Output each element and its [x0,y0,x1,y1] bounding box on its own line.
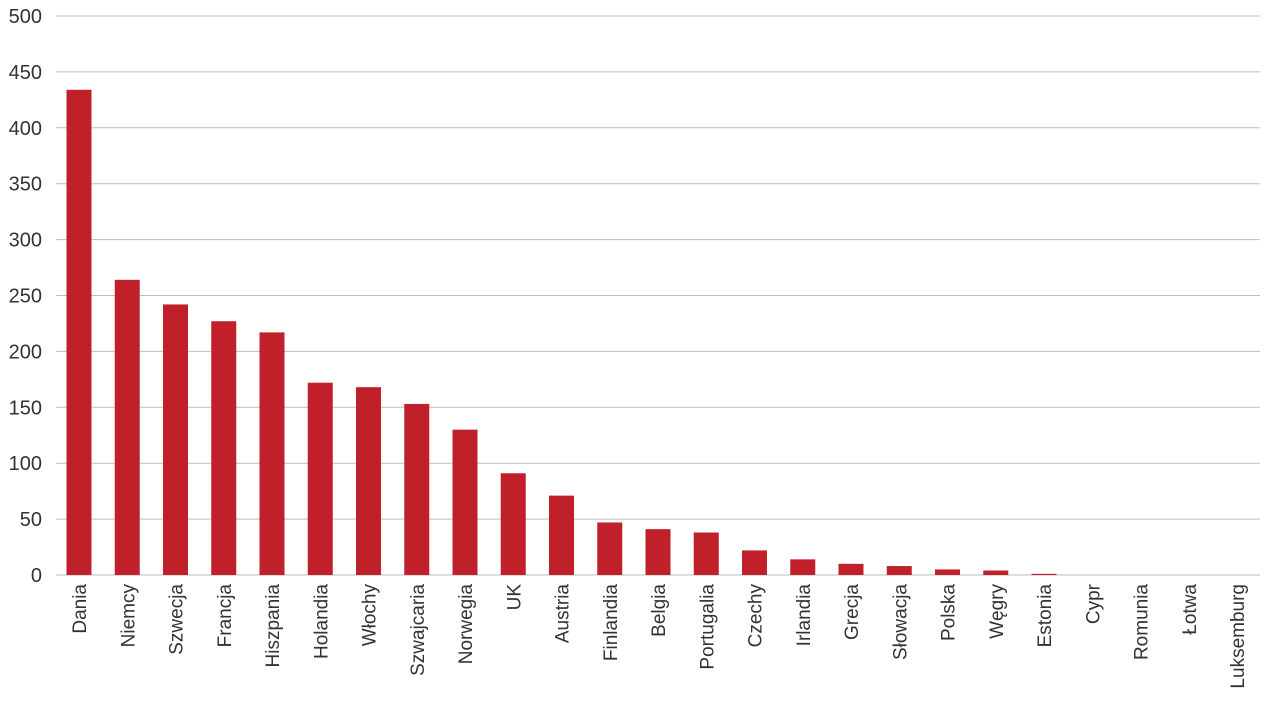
x-category-label: Finlandia [601,584,622,662]
bar-12 [597,522,623,575]
x-category-label: Portugalia [697,584,718,670]
bar-8 [404,403,430,575]
x-category-label: Słowacja [890,584,911,660]
y-tick-label: 100 [9,453,42,475]
x-category-label: Cypr [1083,583,1104,624]
y-tick-label: 400 [9,118,42,140]
bar-3 [163,304,188,575]
bar-1 [66,89,92,576]
bar-13 [645,529,671,575]
bar-19 [935,569,960,575]
bar-10 [500,473,526,575]
y-tick-label: 50 [20,509,42,531]
x-category-label: Francja [215,584,236,648]
bar-6 [307,382,333,575]
bar-9 [452,429,478,575]
x-category-label: Luksemburg [1228,584,1249,689]
x-category-label: Belgia [649,584,670,637]
y-tick-label: 300 [9,230,42,252]
y-tick-label: 250 [9,286,42,308]
bar-14 [693,532,719,575]
x-category-label: Romunia [1132,584,1153,660]
grid-layer [56,15,1260,576]
bar-15 [742,550,767,575]
bar-2 [114,279,140,575]
y-tick-label: 500 [9,6,42,28]
bar-7 [356,387,381,575]
y-tick-label: 200 [9,341,42,363]
x-category-label: Polska [939,584,960,641]
y-tick-label: 150 [9,397,42,419]
x-category-label: Dania [70,584,91,634]
x-category-label: Szwajcaria [408,584,429,676]
x-category-label: Czechy [746,584,767,648]
bars [66,89,1057,576]
bar-17 [838,563,864,575]
x-category-label: Norwegia [456,584,477,665]
x-category-label: Łotwa [1180,584,1201,635]
bar-21 [1031,573,1057,575]
x-category-label: Irlandia [794,584,815,647]
bar-16 [790,559,816,575]
y-tick-label: 0 [31,565,42,587]
y-axis-ticks: 0 50 100 150 200 250 300 350 400 450 500 [9,6,42,587]
x-category-label: Grecja [842,584,863,640]
y-tick-label: 350 [9,174,42,196]
x-category-label: Austria [553,584,574,644]
x-category-label: Węgry [987,584,1008,639]
x-category-label: Hiszpania [263,584,284,668]
x-category-label: Szwecja [167,584,188,655]
x-category-label: Niemcy [118,584,139,648]
bar-5 [259,332,285,575]
bar-18 [886,566,912,575]
x-category-label: UK [504,584,525,611]
x-category-label: Włochy [360,584,381,647]
x-axis-labels: Dania Niemcy Szwecja Francja Hiszpania Holand… [70,583,1249,688]
x-category-label: Estonia [1035,584,1056,648]
y-tick-label: 450 [9,62,42,84]
x-category-label: Holandia [311,584,332,659]
bar-4 [211,321,237,575]
bar-11 [549,495,574,575]
bar-20 [983,570,1009,575]
